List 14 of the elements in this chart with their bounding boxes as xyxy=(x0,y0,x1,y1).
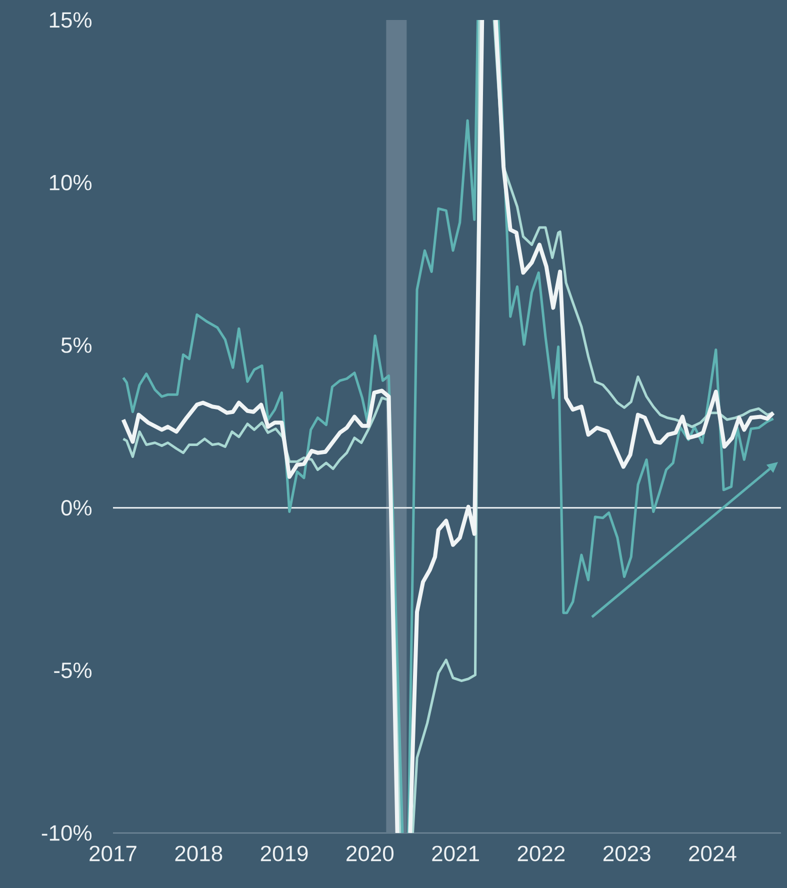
x-tick-label: 2019 xyxy=(260,846,308,862)
y-tick-label: 5% xyxy=(61,337,92,353)
x-tick-label: 2018 xyxy=(175,846,222,862)
y-tick-label: 0% xyxy=(61,500,92,516)
x-tick-label: 2021 xyxy=(432,846,479,862)
x-tick-label: 2022 xyxy=(518,846,565,862)
x-tick-label: 2017 xyxy=(90,846,136,862)
x-tick-label: 2020 xyxy=(346,846,394,862)
y-tick-label: 15% xyxy=(50,12,92,28)
y-tick-label: -10% xyxy=(42,825,92,841)
y-tick-label: -5% xyxy=(54,662,92,678)
x-tick-label: 2023 xyxy=(603,846,650,862)
y-tick-label: 10% xyxy=(50,174,92,190)
x-tick-label: 2024 xyxy=(689,846,736,862)
